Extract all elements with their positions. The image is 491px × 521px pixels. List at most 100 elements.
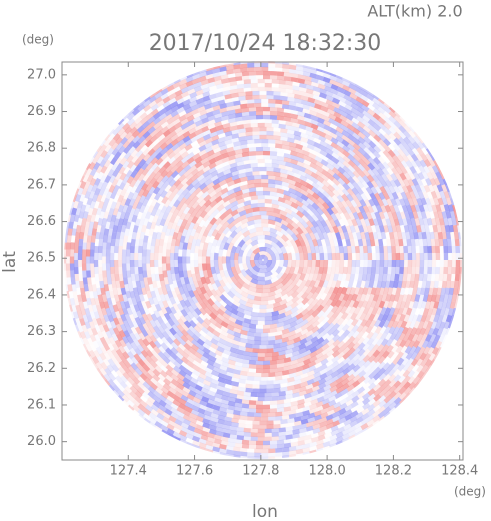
echo-cell <box>162 100 171 109</box>
echo-cell <box>221 221 230 230</box>
echo-cell <box>406 147 415 156</box>
echo-cell <box>458 238 462 247</box>
echo-cell <box>242 263 249 272</box>
echo-cell <box>317 434 326 441</box>
echo-cell <box>118 245 123 254</box>
echo-cell <box>290 400 299 407</box>
echo-cell <box>86 297 92 306</box>
echo-cell <box>323 240 325 247</box>
echo-cell <box>247 375 255 381</box>
echo-cell <box>284 203 293 211</box>
echo-cell <box>194 351 203 359</box>
echo-cell <box>199 204 207 213</box>
echo-cell <box>284 305 293 313</box>
echo-cell <box>295 215 305 224</box>
echo-cell <box>378 384 387 392</box>
echo-cell <box>142 358 151 367</box>
echo-cell <box>331 200 340 209</box>
echo-cell <box>378 300 386 309</box>
echo-cell <box>296 306 305 315</box>
echo-cell <box>84 290 91 299</box>
echo-cell <box>84 321 91 330</box>
echo-cell <box>344 205 353 215</box>
echo-cell <box>317 196 326 205</box>
echo-cell <box>180 394 189 402</box>
echo-cell <box>126 242 132 250</box>
echo-cell <box>80 204 87 213</box>
echo-cell <box>82 235 88 243</box>
echo-cell <box>212 450 221 457</box>
echo-cell <box>362 152 371 161</box>
echo-cell <box>318 266 324 275</box>
echo-cell <box>316 326 325 335</box>
echo-cell <box>210 91 217 93</box>
echo-cell <box>96 330 104 339</box>
echo-cell <box>246 262 254 272</box>
echo-cell <box>248 400 257 405</box>
echo-cell <box>197 263 203 271</box>
echo-cell <box>326 104 336 111</box>
echo-cell <box>362 175 370 184</box>
echo-cell <box>336 200 344 209</box>
echo-cell <box>229 125 238 132</box>
echo-cell <box>131 231 138 240</box>
echo-cell <box>190 266 196 275</box>
echo-cell <box>244 250 247 257</box>
echo-cell <box>114 238 120 247</box>
echo-cell <box>295 147 304 155</box>
echo-cell <box>155 125 164 133</box>
echo-cell <box>352 211 360 220</box>
echo-cell <box>187 425 196 432</box>
echo-cell <box>273 383 281 389</box>
y-tick-label: 26.8 <box>27 141 56 156</box>
echo-cell <box>326 304 334 313</box>
echo-cell <box>282 259 289 268</box>
echo-cell <box>389 179 397 188</box>
echo-cell <box>219 135 226 137</box>
echo-cell <box>174 225 181 234</box>
echo-cell <box>285 426 294 432</box>
echo-cell <box>226 371 235 378</box>
echo-cell <box>391 344 399 353</box>
echo-cell <box>233 373 241 379</box>
echo-cell <box>353 225 361 234</box>
echo-cell <box>301 199 310 207</box>
echo-cell <box>181 351 190 360</box>
echo-cell <box>172 208 180 218</box>
echo-cell <box>278 164 287 170</box>
echo-cell <box>283 152 292 159</box>
echo-cell <box>160 391 169 399</box>
echo-cell <box>304 168 313 176</box>
echo-cell <box>433 158 441 168</box>
echo-cell <box>356 331 365 340</box>
echo-cell <box>338 293 346 302</box>
echo-cell <box>336 366 345 375</box>
echo-cell <box>248 281 257 289</box>
echo-cell <box>418 273 424 282</box>
echo-cell <box>98 273 104 282</box>
echo-cell <box>429 231 435 240</box>
echo-cell <box>314 285 322 295</box>
echo-cell <box>122 217 129 226</box>
echo-cell <box>398 178 406 188</box>
echo-cell <box>202 133 211 141</box>
echo-cell <box>383 287 390 296</box>
echo-cell <box>202 129 212 137</box>
echo-cell <box>166 236 167 243</box>
echo-cell <box>294 331 303 339</box>
echo-cell <box>298 82 307 89</box>
echo-cell <box>362 348 371 357</box>
echo-cell <box>122 242 128 250</box>
echo-cell <box>301 308 310 316</box>
echo-cell <box>253 218 262 225</box>
echo-cell <box>209 312 218 320</box>
echo-cell <box>248 327 257 333</box>
echo-cell <box>336 225 344 234</box>
echo-cell <box>113 218 120 226</box>
echo-cell <box>289 196 298 204</box>
echo-cell <box>294 327 303 335</box>
echo-cell <box>78 301 85 309</box>
echo-cell <box>386 273 392 282</box>
echo-cell <box>194 393 203 401</box>
echo-cell <box>198 177 207 186</box>
